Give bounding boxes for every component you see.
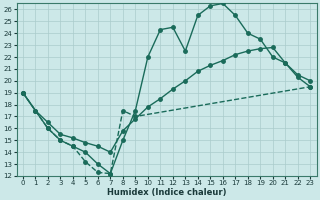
X-axis label: Humidex (Indice chaleur): Humidex (Indice chaleur): [107, 188, 226, 197]
